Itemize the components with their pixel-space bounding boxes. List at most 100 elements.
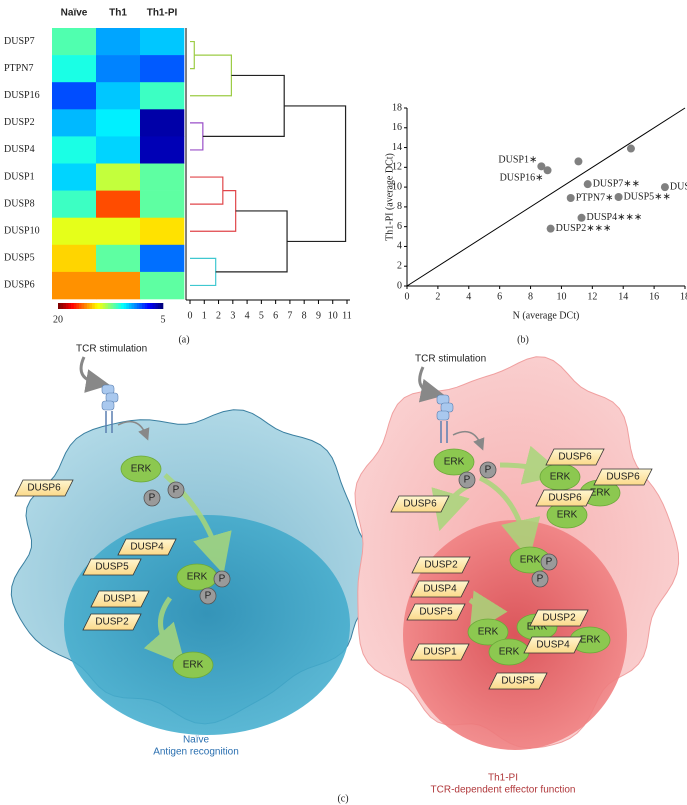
x-tick-label: 6 [497, 291, 502, 302]
dusp-label: DUSP4 [423, 584, 457, 595]
dusp-label: DUSP6 [403, 499, 437, 510]
stimulus-arrow [418, 366, 445, 403]
x-tick-label: 2 [216, 310, 221, 321]
heatmap-cell [96, 190, 141, 218]
erk [172, 651, 214, 679]
erk-label: ERK [499, 647, 520, 658]
stimulus-arrow [79, 356, 110, 393]
colorbar-segment [84, 303, 88, 309]
colorbar-segment [157, 303, 161, 309]
dusp [410, 643, 470, 661]
point [566, 193, 575, 202]
colorbar-segment [97, 303, 101, 309]
phosphate [540, 553, 558, 571]
dendrogram-link [190, 40, 195, 70]
phosphate [458, 471, 476, 489]
colorbar-segment [86, 303, 90, 309]
phosphate [479, 461, 497, 479]
phosphate [531, 570, 549, 588]
identity-line [406, 107, 686, 287]
point [626, 144, 635, 153]
heatmap-cell [52, 163, 97, 191]
heatmap-cell [52, 82, 97, 110]
row-label: DUSP10 [4, 226, 40, 237]
point [574, 157, 583, 166]
colorbar-segment [105, 303, 109, 309]
colorbar-segment [100, 303, 103, 309]
dendrogram-link [190, 190, 237, 232]
dusp [90, 590, 150, 608]
colorbar-segment [76, 303, 80, 309]
y-tick-label: 12 [392, 162, 402, 173]
translocation-arrow [478, 475, 541, 560]
y-tick-label: 8 [397, 201, 402, 212]
heatmap-cell [52, 217, 97, 246]
dusp [82, 558, 142, 576]
colorbar-tick-label: 5 [161, 314, 166, 325]
colorbar-segment [144, 303, 148, 309]
point [660, 183, 669, 192]
heatmap-cell [140, 190, 185, 218]
dusp [523, 636, 583, 654]
erk-label: ERK [520, 555, 541, 566]
dusp [82, 613, 142, 631]
colorbar-segment [131, 303, 135, 309]
column-label: Th1-PI [147, 8, 178, 19]
colorbar-segment [71, 303, 75, 309]
row-label: DUSP16 [4, 90, 40, 101]
x-axis-label: N (average DCt) [513, 310, 580, 321]
dendrogram-link [190, 54, 232, 97]
dusp-label: DUSP2 [424, 560, 458, 571]
translocation-arrow [468, 590, 508, 635]
x-tick-label: 16 [649, 291, 659, 302]
receptor [101, 400, 115, 411]
row-label: PTPN7 [4, 63, 33, 74]
y-tick-label: 4 [397, 241, 402, 252]
heatmap-cell [52, 28, 97, 56]
colorbar-segment [149, 303, 153, 309]
colorbar-segment [102, 303, 106, 309]
heatmap-cell [52, 244, 97, 273]
dusp [529, 609, 589, 627]
erk [467, 618, 509, 646]
y-tick-label: 2 [397, 261, 402, 272]
dendrogram-link [284, 105, 347, 243]
x-tick-label: 10 [328, 310, 338, 321]
phosphate-label: P [537, 574, 544, 585]
row-label: DUSP8 [4, 198, 35, 209]
column-label: Naïve [61, 8, 88, 19]
colorbar-segment [152, 303, 156, 309]
cell-caption: Antigen recognition [153, 747, 239, 758]
point [543, 166, 552, 175]
colorbar-segment [94, 303, 98, 309]
erk-label: ERK [183, 660, 204, 671]
point [614, 193, 623, 201]
dusp-label: DUSP5 [419, 607, 453, 618]
dusp-label: DUSP2 [95, 617, 129, 628]
heatmap-cell [140, 55, 185, 83]
colorbar-segment [139, 303, 143, 309]
row-label: DUSP2 [4, 117, 35, 128]
heatmap-cell [140, 244, 185, 273]
cell-caption: Th1-PI [488, 773, 518, 784]
colorbar-segment [115, 303, 119, 309]
y-tick-label: 14 [392, 142, 402, 153]
row-label: DUSP7 [4, 36, 35, 47]
stimulus-label: TCR stimulation [415, 354, 486, 365]
phosphate [199, 587, 217, 605]
x-tick-label: 10 [556, 291, 566, 302]
heatmap-cell [52, 109, 97, 137]
x-tick-label: 11 [342, 310, 352, 321]
phosphate-label: P [485, 465, 492, 476]
colorbar-segment [142, 303, 145, 309]
column-label: Th1 [109, 8, 127, 19]
heatmap-cell [140, 28, 185, 56]
dusp-label: DUSP4 [130, 542, 164, 553]
point-label: DUSP2∗∗∗ [556, 223, 612, 234]
colorbar-segment [68, 303, 72, 309]
phosphate [167, 481, 185, 499]
x-tick-label: 4 [466, 291, 471, 302]
heatmap-cell [52, 271, 97, 300]
y-tick-label: 16 [392, 122, 402, 133]
diagram-layer: TCR stimulation ERK ERK ERK DUSP6 DUSP4 DUSP5 D… [10, 344, 680, 796]
